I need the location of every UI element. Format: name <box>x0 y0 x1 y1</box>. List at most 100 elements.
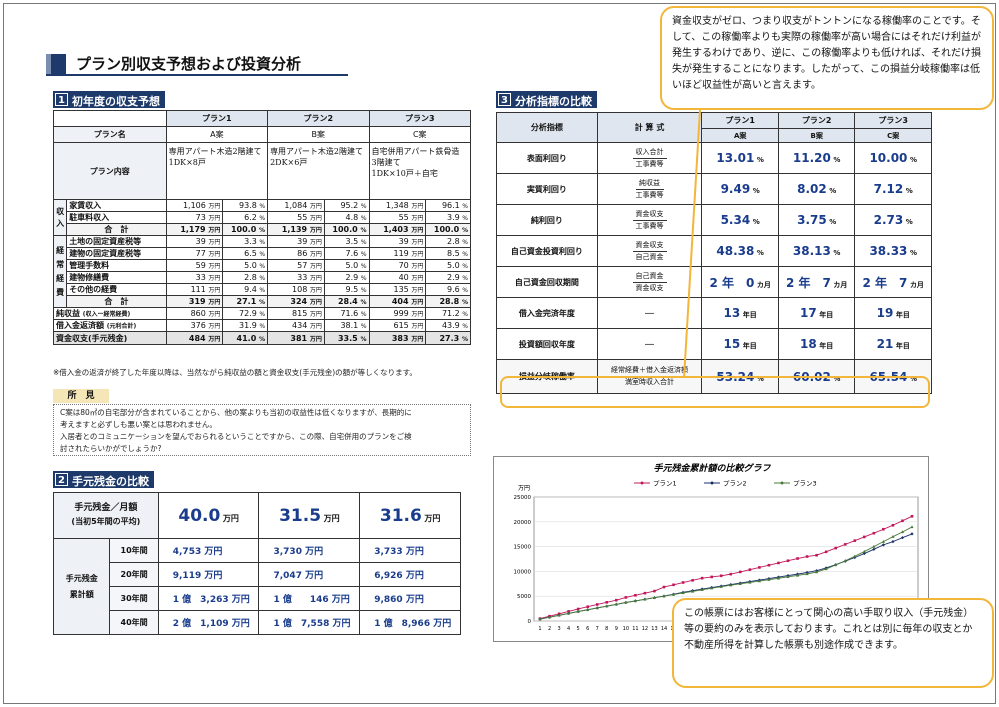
section-title: 初年度の収支予想 <box>72 95 160 108</box>
data-point <box>796 557 799 560</box>
ratio-cell: 100.0 % <box>425 223 471 236</box>
amount-cell: 383 万円 <box>368 331 427 345</box>
ratio-cell: 6.2 % <box>222 211 269 224</box>
metric-value: 8.02 % <box>777 173 856 205</box>
ratio-cell: 3.5 % <box>324 235 370 248</box>
ratio-cell: 7.6 % <box>324 247 370 260</box>
ratio-cell: 28.4 % <box>324 295 370 308</box>
ratio-cell: 38.1 % <box>324 319 370 332</box>
ratio-cell: 100.0 % <box>324 223 370 236</box>
ratio-cell: 27.1 % <box>222 295 269 308</box>
plan-header: プラン1 <box>165 110 269 127</box>
data-point <box>681 591 685 595</box>
title-square-icon <box>46 54 66 74</box>
data-point <box>891 523 895 527</box>
chart-title: 手元残金累計額の比較グラフ <box>653 463 771 474</box>
cumulative-label: 手元残金 累計額 <box>52 538 111 635</box>
plan-name: C案 <box>854 128 932 143</box>
ratio-cell: 6.5 % <box>222 247 269 260</box>
amount-cell: 33 万円 <box>165 271 224 284</box>
data-point <box>872 544 876 548</box>
opinion-line: 討されたらいかがでしょうか? <box>60 444 162 453</box>
x-tick-label: 5 <box>577 626 580 632</box>
legend-label: プラン2 <box>723 480 747 488</box>
amount-cell: 111 万円 <box>165 283 224 296</box>
amount-cell: 39 万円 <box>267 235 325 248</box>
metric-value: 2 年 0 カ月 <box>701 266 779 298</box>
ratio-cell: 96.1 % <box>425 199 471 212</box>
row-label: 駐車料収入 <box>66 211 167 224</box>
income-group-label: 収入 <box>52 199 68 236</box>
data-point <box>853 554 857 558</box>
data-point <box>776 576 781 580</box>
data-point <box>643 597 647 601</box>
data-point <box>805 555 809 558</box>
monthly-value: 31.5 万円 <box>258 492 361 539</box>
data-point <box>786 575 790 579</box>
data-point <box>882 527 885 531</box>
section-3-header: 3 分析指標の比較 <box>496 91 597 108</box>
x-tick-label: 14 <box>661 626 667 632</box>
formula-cell: 資金収支 自己資金 <box>596 235 703 267</box>
cumulative-value: 1 億 7,558 万円 <box>258 610 361 635</box>
data-point <box>863 535 866 539</box>
data-point <box>862 551 866 556</box>
ratio-cell: 2.9 % <box>425 271 471 284</box>
data-point <box>681 581 685 584</box>
data-point <box>748 568 752 571</box>
plan-name-label: プラン名 <box>53 126 167 143</box>
data-point <box>662 594 666 598</box>
section-1-header: 1 初年度の収支予想 <box>53 91 165 108</box>
data-point <box>557 613 561 617</box>
metric-value: 21 年目 <box>854 328 932 360</box>
y-tick-label: 25000 <box>514 495 532 501</box>
ratio-cell: 9.5 % <box>324 283 370 296</box>
data-point <box>652 596 657 599</box>
data-point <box>758 566 761 569</box>
metric-value: 10.00 % <box>854 142 932 174</box>
formula-cell: — <box>596 328 703 360</box>
y-tick-label: 10000 <box>514 569 532 575</box>
row-label: その他の経費 <box>66 283 167 296</box>
amount-cell: 57 万円 <box>267 259 325 272</box>
table-note: ※借入金の返済が終了した年度以降は、当然ながら純収益の額と資金収支(手元残金)の… <box>53 368 417 377</box>
opinion-line: 入居者とのコミュニケーションを望んでおられるということですから、この際、自宅併用… <box>60 432 412 441</box>
section-number: 1 <box>55 93 68 106</box>
data-point <box>700 588 704 592</box>
ratio-cell: 5.0 % <box>425 259 471 272</box>
metric-value: 18 年目 <box>777 328 856 360</box>
amount-cell: 1,179 万円 <box>165 223 224 236</box>
y-tick-label: 5000 <box>517 594 531 600</box>
data-point <box>633 599 637 603</box>
cumulative-value: 1 億 146 万円 <box>258 586 361 611</box>
formula-cell: 資金収支 工事費等 <box>596 204 703 236</box>
data-point <box>729 583 733 587</box>
amount-cell: 999 万円 <box>368 307 427 320</box>
plan-content: 自宅併用アパート鉄骨造 3階建て 1DK×10戸＋自宅 <box>368 142 472 200</box>
ratio-cell: 2.9 % <box>324 271 370 284</box>
metric-label: 投資額回収年度 <box>496 328 598 360</box>
plan-name: A案 <box>701 128 779 143</box>
amount-cell: 434 万円 <box>267 319 325 332</box>
metric-value: 7.12 % <box>854 173 932 205</box>
legend-marker <box>640 481 644 485</box>
plan-header: プラン3 <box>368 110 472 127</box>
legend-label: プラン3 <box>793 480 817 488</box>
cumulative-value: 9,119 万円 <box>157 562 260 587</box>
opinion-text: C案は80㎡の自宅部分が含まれていることから、他の案よりも当初の収益性は低くなり… <box>53 404 471 456</box>
ratio-cell: 2.8 % <box>222 271 269 284</box>
data-point <box>547 615 552 619</box>
data-point <box>891 534 895 538</box>
data-point <box>615 598 618 602</box>
metric-value: 5.34 % <box>701 204 779 236</box>
metric-value: 2 年 7 カ月 <box>777 266 856 298</box>
y-tick-label: 15000 <box>514 545 532 551</box>
data-point <box>805 572 809 576</box>
data-point <box>748 580 752 584</box>
plan-header: プラン2 <box>777 112 856 129</box>
x-tick-label: 6 <box>586 626 589 632</box>
data-point <box>815 553 818 557</box>
data-point <box>719 584 723 588</box>
data-point <box>605 604 609 608</box>
legend-marker <box>710 481 714 485</box>
